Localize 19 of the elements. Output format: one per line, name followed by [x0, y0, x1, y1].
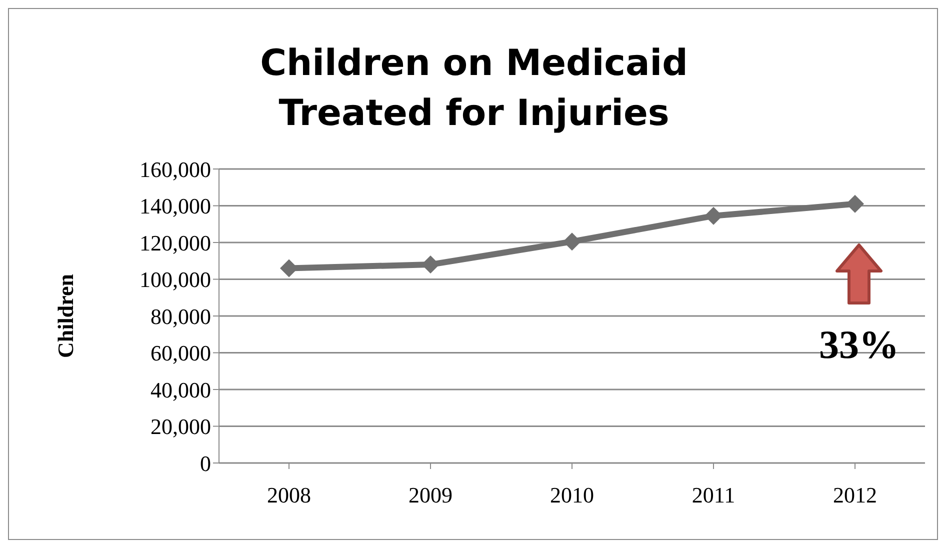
chart-title: Children on Medicaid Treated for Injuries	[259, 42, 689, 136]
annotation: 33%	[818, 321, 900, 368]
x-tick-label: 2010	[550, 482, 594, 508]
x-tick-label: 2011	[692, 482, 736, 508]
point	[563, 232, 581, 251]
y-tick-label: 140,000	[140, 194, 211, 219]
x-tick-label: 2009	[408, 482, 452, 508]
point	[704, 206, 722, 225]
x-tick-label: 2012	[833, 482, 877, 508]
y-tick-label: 100,000	[140, 267, 211, 292]
y-tick-label: 120,000	[140, 230, 211, 256]
x-tick-label: 2008	[267, 482, 311, 508]
y-tick-label: 160,000	[140, 156, 211, 182]
y-tick-label: 0	[200, 450, 211, 476]
y-axis-title: Children	[52, 274, 78, 358]
y-tick-label: 80,000	[150, 304, 211, 329]
y-tick-label: 40,000	[150, 377, 211, 402]
y-tick-label: 20,000	[150, 414, 211, 440]
y-tick-label: 60,000	[150, 340, 211, 366]
